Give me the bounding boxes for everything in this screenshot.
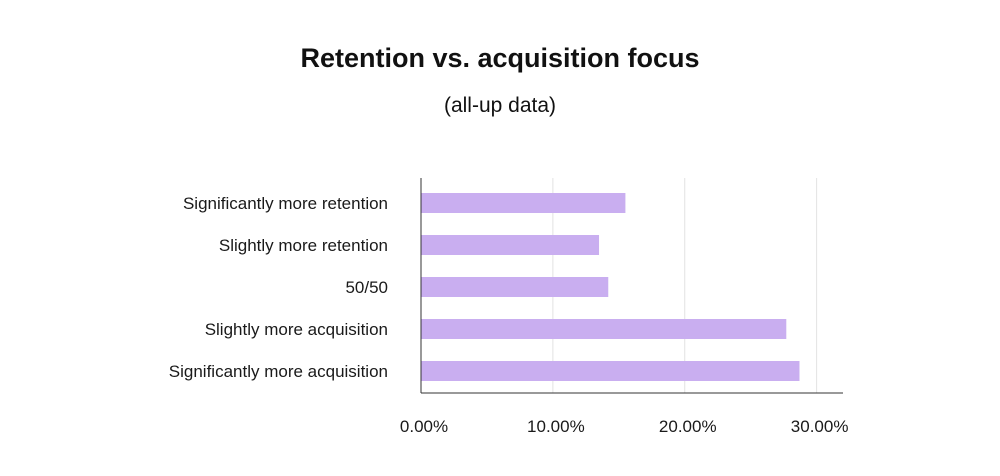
category-label-4: Significantly more acquisition [169,362,388,381]
x-tick-label-2: 20.00% [659,417,717,436]
bar-4 [421,361,800,381]
bar-3 [421,319,787,339]
category-label-0: Significantly more retention [183,194,388,213]
axis-layer [420,178,843,394]
chart-title: Retention vs. acquisition focus [300,43,699,73]
chart-subtitle: (all-up data) [444,94,556,117]
bar-layer [421,193,800,381]
x-tick-label-3: 30.00% [791,417,849,436]
x-tick-label-1: 10.00% [527,417,585,436]
bar-0 [421,193,626,213]
bar-2 [421,277,609,297]
category-label-2: 50/50 [345,278,388,297]
x-tick-label-0: 0.00% [400,417,448,436]
bar-1 [421,235,600,255]
category-label-3: Slightly more acquisition [205,320,388,339]
label-layer: Significantly more retention Slightly mor… [169,194,849,436]
category-label-1: Slightly more retention [219,236,388,255]
